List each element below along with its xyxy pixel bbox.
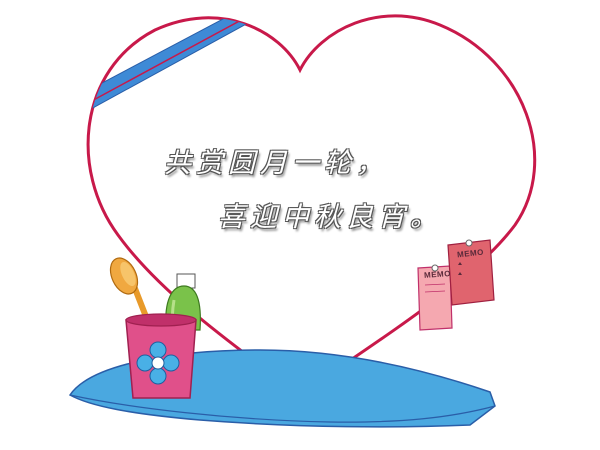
memo-back-label: MEMO — [423, 269, 452, 280]
flower-icon — [136, 341, 180, 385]
pushpin-icon — [465, 239, 473, 247]
poem-line-1: 共赏圆月一轮， — [164, 148, 388, 179]
pen-cup-icon — [125, 313, 197, 399]
poem-line-2: 喜迎中秋良宵。 — [218, 202, 442, 233]
memo-back — [417, 264, 453, 331]
memo-front — [447, 239, 495, 306]
pushpin-icon — [431, 264, 439, 272]
